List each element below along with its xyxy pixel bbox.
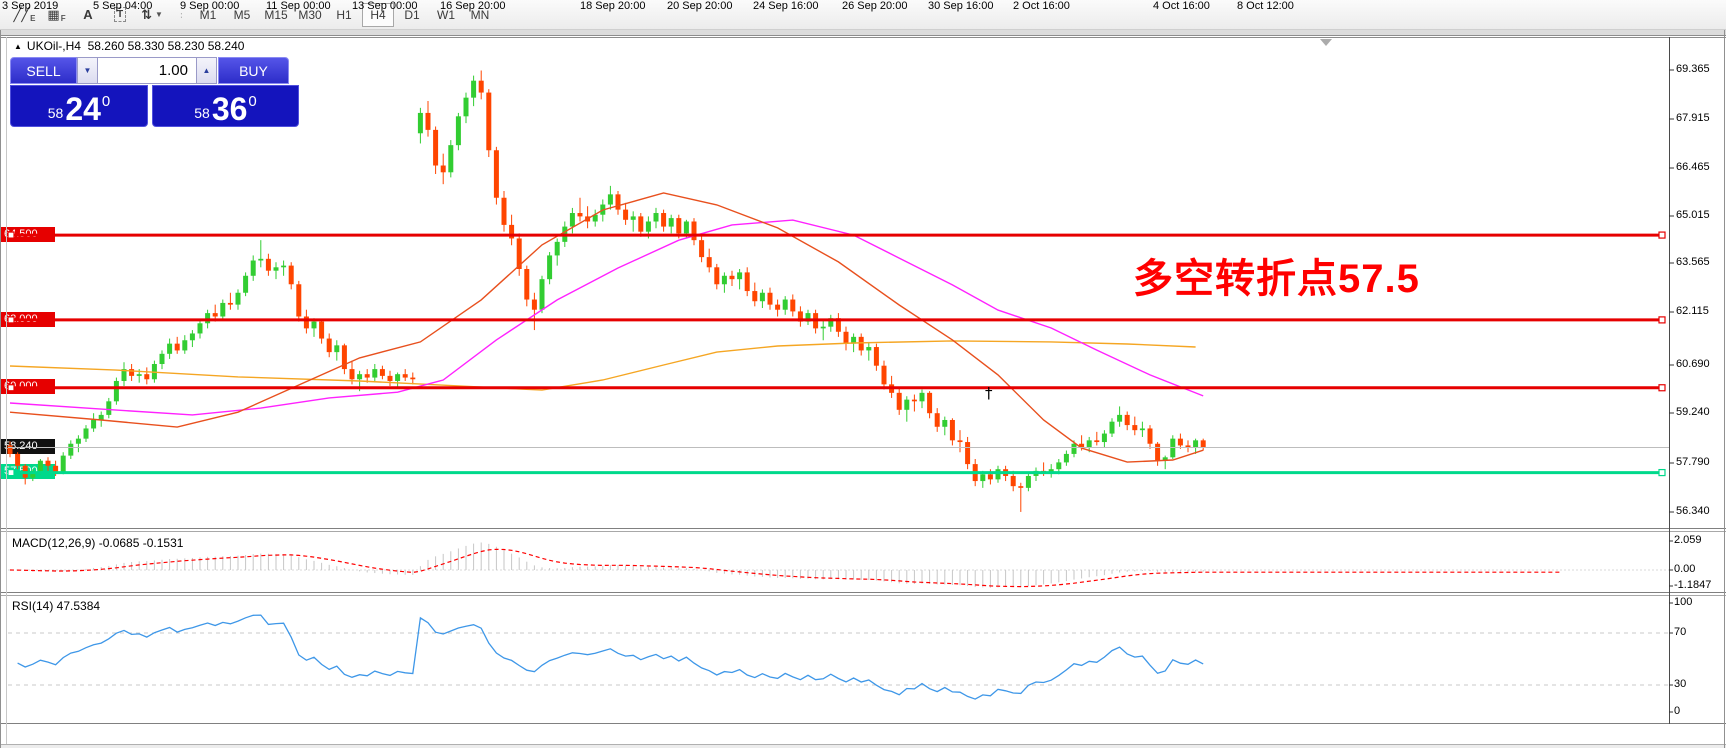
- price-axis-tick: 67.915: [1676, 112, 1710, 124]
- toolbar-grip: ⋮⋮⋮: [176, 11, 182, 18]
- fibonacci-grid-icon[interactable]: ▦ F: [47, 6, 66, 24]
- timeframe-button-D1[interactable]: D1: [404, 7, 420, 22]
- chart-left-border: [6, 37, 7, 744]
- macd-indicator-label: MACD(12,26,9) -0.0685 -0.1531: [12, 536, 184, 550]
- time-axis-label: 9 Sep 00:00: [180, 0, 240, 12]
- time-axis-label: 5 Sep 04:00: [93, 0, 153, 12]
- price-axis-tick: 62.115: [1676, 305, 1709, 317]
- time-axis-label: 20 Sep 20:00: [667, 0, 733, 12]
- time-axis-label: 4 Oct 16:00: [1153, 0, 1210, 12]
- macd-axis-tick: 2.059: [1674, 534, 1702, 546]
- chart-title: ▲ UKOil-,H4 58.260 58.330 58.230 58.240: [14, 39, 244, 53]
- price-axis-tick: 57.790: [1676, 456, 1710, 468]
- symbol-period-label: UKOil-,H4: [26, 39, 81, 53]
- timeframe-button-M15[interactable]: M15: [264, 7, 288, 22]
- price-axis-tick: 65.015: [1676, 209, 1710, 221]
- timeframe-button-M5[interactable]: M5: [233, 7, 251, 22]
- price-axis-border: [1669, 37, 1670, 724]
- text-box-icon[interactable]: T: [106, 2, 134, 28]
- time-axis-label: 2 Oct 16:00: [1013, 0, 1070, 12]
- macd-axis-tick: -1.1847: [1674, 579, 1712, 591]
- timeframe-button-M1[interactable]: M1: [199, 7, 217, 22]
- volume-increase-button[interactable]: ▲: [196, 57, 217, 84]
- rsi-bottom-border: [0, 723, 1726, 724]
- price-axis-tick: 60.690: [1676, 358, 1710, 370]
- macd-axis-tick: 0.00: [1674, 563, 1696, 575]
- svg-text:†: †: [985, 384, 993, 402]
- window-right-border: [1724, 30, 1725, 748]
- quote-values: 58.260 58.330 58.230 58.240: [87, 39, 245, 53]
- text-label-icon[interactable]: A: [83, 7, 93, 22]
- toolbar: ╱╱E ▦F AT ⇅▼ ⋮⋮⋮ M1 M5 M15 M30 H1 H4 D1 W1 MN: [0, 0, 1726, 30]
- rsi-axis-tick: 0: [1674, 705, 1681, 717]
- price-axis-tick: 69.365: [1676, 63, 1710, 75]
- time-axis-label: 8 Oct 12:00: [1237, 0, 1294, 12]
- macd-rsi-separator2: [0, 595, 1726, 596]
- buy-button[interactable]: BUY: [218, 57, 289, 84]
- timeaxis-bottom-border: [0, 744, 1726, 745]
- volume-decrease-button[interactable]: ▼: [77, 57, 98, 84]
- collapse-trade-panel-icon[interactable]: ▲: [14, 42, 22, 51]
- annotation-text: 多空转折点57.5: [1133, 257, 1420, 301]
- price-axis-tick: 66.465: [1676, 161, 1710, 173]
- timeframe-button-MN[interactable]: MN: [470, 7, 490, 22]
- one-click-trading-panel: SELL ▼ 1.00 ▲ BUY 58 24 0 58 36 0: [10, 57, 300, 127]
- rsi-axis-tick: 30: [1674, 678, 1687, 690]
- macd-rsi-separator[interactable]: [0, 592, 1726, 593]
- time-axis-label: 26 Sep 20:00: [842, 0, 908, 12]
- rsi-axis-tick: 70: [1674, 626, 1687, 638]
- time-axis-label: 16 Sep 20:00: [440, 0, 506, 12]
- volume-input[interactable]: 1.00: [98, 57, 196, 84]
- price-axis-tick: 56.340: [1676, 505, 1710, 517]
- rsi-indicator-label: RSI(14) 47.5384: [12, 599, 101, 613]
- price-macd-separator[interactable]: [0, 528, 1726, 529]
- buy-price-button[interactable]: 58 36 0: [152, 85, 299, 127]
- time-axis-label: 11 Sep 00:00: [266, 0, 331, 12]
- rsi-axis-tick: 100: [1674, 596, 1693, 608]
- window-left-border: [0, 30, 1, 748]
- price-axis-tick: 63.565: [1676, 256, 1710, 268]
- timeframe-button-M30[interactable]: M30: [298, 7, 322, 22]
- buy-price-small: 58: [194, 105, 210, 121]
- bottom-strip: [0, 745, 1726, 748]
- timeframe-button-H4[interactable]: H4: [362, 2, 394, 27]
- equidistant-channel-icon[interactable]: ╱╱ E: [13, 6, 36, 24]
- buy-price-big: 36: [211, 91, 248, 127]
- sell-price-sup: 0: [101, 93, 111, 110]
- time-axis-label: 24 Sep 16:00: [753, 0, 819, 12]
- time-axis-label: 13 Sep 00:00: [352, 0, 418, 12]
- price-macd-separator2: [0, 531, 1726, 532]
- sell-price-small: 58: [47, 105, 64, 121]
- buy-price-sup: 0: [248, 93, 257, 110]
- chart-top-border: [0, 37, 1726, 38]
- price-axis-tick: 59.240: [1676, 406, 1710, 418]
- time-axis-label: 3 Sep 2019: [2, 0, 59, 12]
- sell-price-big: 24: [65, 91, 101, 127]
- time-axis-label: 30 Sep 16:00: [928, 0, 994, 12]
- timeframe-button-W1[interactable]: W1: [437, 7, 455, 22]
- sell-price-button[interactable]: 58 24 0: [10, 85, 148, 127]
- window-divider: [0, 30, 1726, 36]
- timeframe-button-H1[interactable]: H1: [336, 7, 352, 22]
- sell-button[interactable]: SELL: [10, 57, 77, 84]
- arrow-objects-icon[interactable]: ⇅ ▼: [141, 6, 163, 22]
- time-axis-label: 18 Sep 20:00: [580, 0, 646, 12]
